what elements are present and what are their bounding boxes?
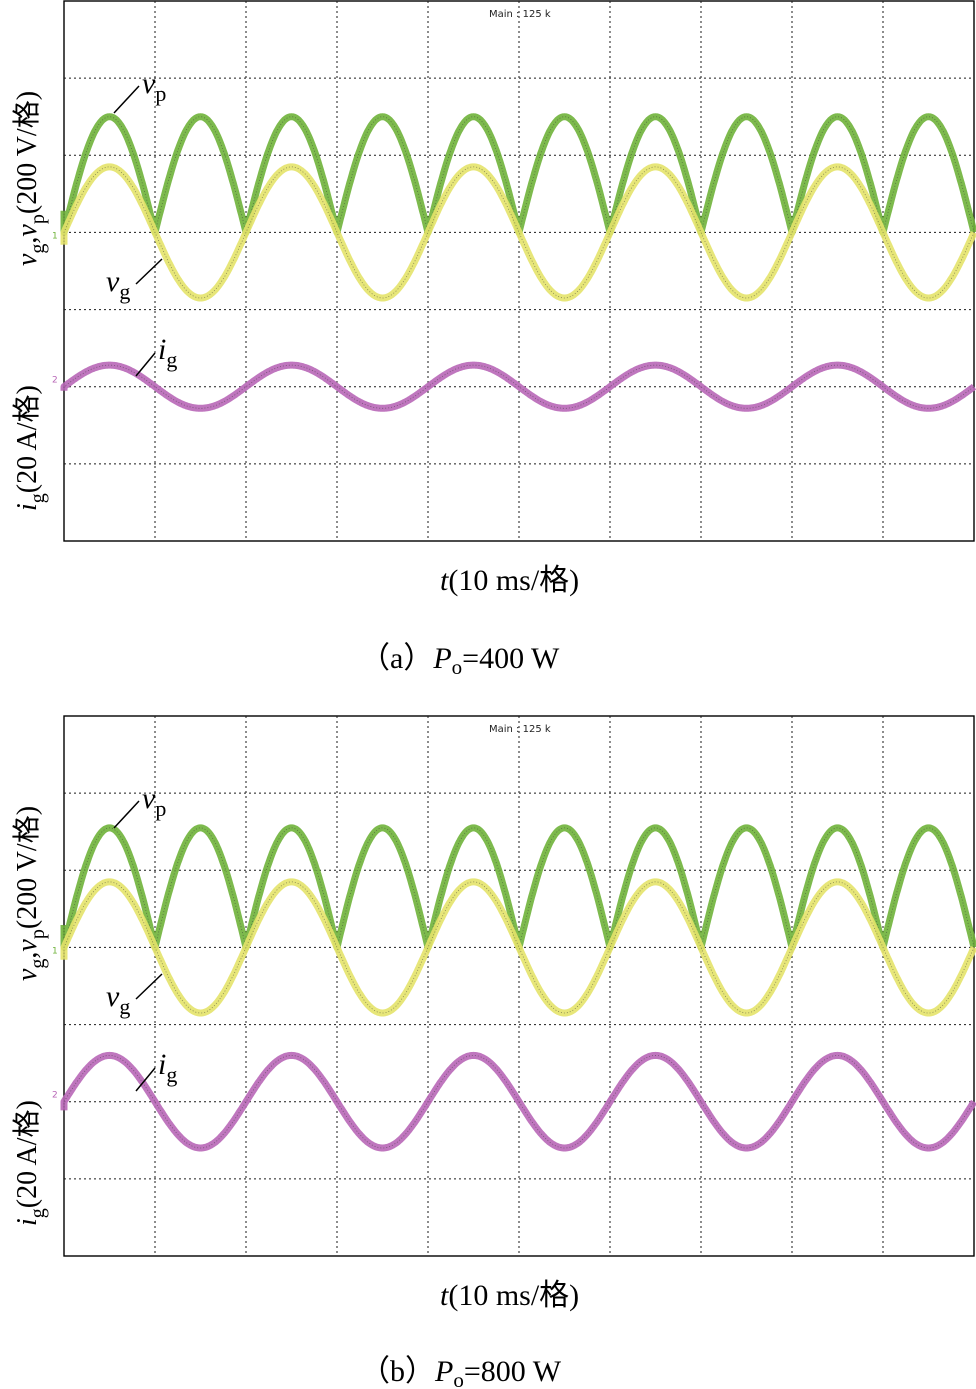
label-leader-vg (135, 973, 163, 1000)
label-leader-ig (135, 1067, 156, 1092)
y-axis-label-voltage: vg,vp(200 V/格) (11, 806, 49, 981)
panel-caption: （a）Po=400 W (360, 642, 560, 679)
trace-vp-detail (63, 116, 975, 233)
panel-caption: （b）Po=800 W (360, 1355, 562, 1389)
ground-marker-current: 2 (52, 376, 58, 386)
trace-label-vg: vg (106, 265, 130, 304)
scope-header: Main : 125 k (489, 724, 551, 735)
ground-marker-voltage: 1 (52, 946, 58, 956)
trace-label-vp: vp (142, 782, 166, 821)
x-axis-label: t(10 ms/格) (440, 564, 579, 597)
ground-marker-current: 2 (52, 1091, 58, 1101)
x-axis-label: t(10 ms/格) (440, 1279, 579, 1312)
y-axis-label-current: ig(20 A/格) (11, 1100, 49, 1226)
trace-vp-detail (63, 827, 975, 948)
trace-vg-detail (63, 166, 975, 299)
trace-label-ig: ig (158, 1048, 177, 1087)
label-leader-ig (135, 352, 156, 377)
trace-ig-detail (63, 364, 975, 409)
trace-ig-detail (63, 1055, 975, 1149)
label-leader-vp (113, 800, 140, 829)
ground-marker-voltage: 1 (52, 231, 58, 241)
label-leader-vg (135, 258, 163, 285)
y-axis-label-current: ig(20 A/格) (11, 385, 49, 511)
trace-vg-detail (63, 881, 975, 1014)
trace-label-ig: ig (158, 333, 177, 372)
trace-label-vp: vp (142, 67, 166, 106)
y-axis-label-voltage: vg,vp(200 V/格) (11, 91, 49, 266)
scope-header: Main : 125 k (489, 9, 551, 20)
trace-label-vg: vg (106, 980, 130, 1019)
label-leader-vp (113, 85, 140, 114)
